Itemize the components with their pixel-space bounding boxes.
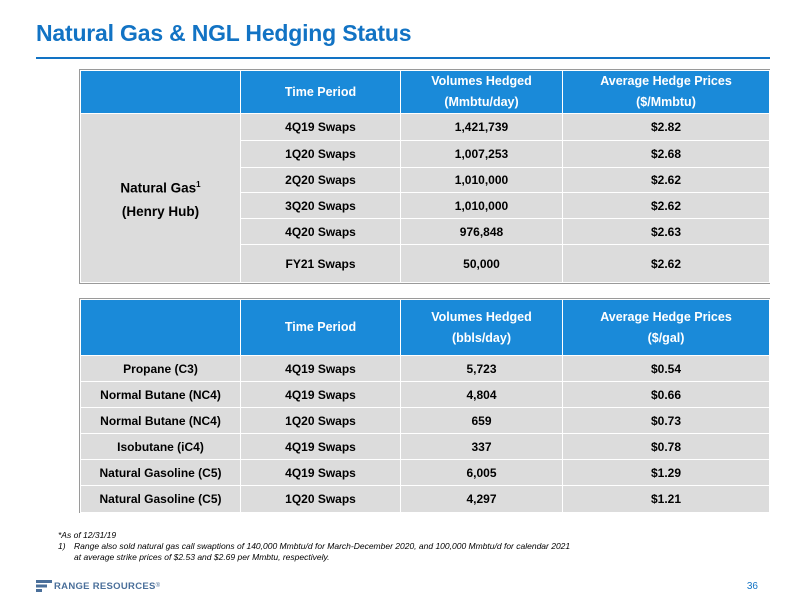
table-row: Natural Gas1 (Henry Hub) 4Q19 Swaps 1,42… xyxy=(80,113,770,283)
cell-price: $1.21 xyxy=(562,485,770,513)
cell-period: 2Q20 Swaps xyxy=(240,167,401,193)
cell-volume: 50,000 xyxy=(400,244,563,283)
header-volumes-hedged: Volumes Hedged (Mmbtu/day) xyxy=(400,70,563,114)
cell-volume: 4,297 xyxy=(400,485,563,513)
page-number: 36 xyxy=(746,581,758,592)
cell-volume: 5,723 xyxy=(400,355,563,382)
cell-product: Normal Butane (NC4) xyxy=(80,381,241,408)
cell-price: $2.62 xyxy=(562,192,770,219)
cell-price: $0.54 xyxy=(562,355,770,382)
header-volumes-line1: Volumes Hedged xyxy=(431,74,532,88)
table-row: FY21 Swaps 50,000 $2.62 xyxy=(81,244,770,283)
ngl-hedge-table: Time Period Volumes Hedged (bbls/day) Av… xyxy=(80,299,770,513)
table-header-row: Time Period Volumes Hedged (Mmbtu/day) A… xyxy=(80,70,770,114)
page-title: Natural Gas & NGL Hedging Status xyxy=(36,20,412,46)
table-row: 3Q20 Swaps 1,010,000 $2.62 xyxy=(81,192,770,219)
header-blank xyxy=(80,70,241,114)
cell-price: $0.78 xyxy=(562,433,770,460)
table-row: Normal Butane (NC4) 4Q19 Swaps 4,804 $0.… xyxy=(80,381,770,408)
cell-product: Natural Gasoline (C5) xyxy=(80,459,241,486)
table-row: 2Q20 Swaps 1,010,000 $2.62 xyxy=(81,167,770,193)
table-row: Natural Gasoline (C5) 1Q20 Swaps 4,297 $… xyxy=(80,485,770,513)
cell-volume: 6,005 xyxy=(400,459,563,486)
cell-volume: 1,010,000 xyxy=(400,192,563,219)
cell-price: $2.62 xyxy=(562,244,770,283)
cell-product: Natural Gasoline (C5) xyxy=(80,485,241,513)
cell-price: $2.82 xyxy=(562,113,770,141)
group-label-line1: Natural Gas1 xyxy=(120,180,201,196)
footnote-1-number: 1) xyxy=(58,541,66,551)
cell-volume: 1,010,000 xyxy=(400,167,563,193)
table-row: Isobutane (iC4) 4Q19 Swaps 337 $0.78 xyxy=(80,433,770,460)
header-average-prices: Average Hedge Prices ($/gal) xyxy=(562,299,770,356)
header-blank xyxy=(80,299,241,356)
cell-volume: 976,848 xyxy=(400,218,563,245)
footnote-1-text: Range also sold natural gas call swaptio… xyxy=(74,541,571,562)
header-prices-line2: ($/gal) xyxy=(647,330,685,345)
ngl-table-frame xyxy=(79,298,770,513)
cell-product: Isobutane (iC4) xyxy=(80,433,241,460)
cell-volume: 1,421,739 xyxy=(400,113,563,141)
header-prices-line1: Average Hedge Prices xyxy=(600,74,732,88)
cell-price: $2.63 xyxy=(562,218,770,245)
cell-price: $0.73 xyxy=(562,407,770,434)
header-volumes-hedged: Volumes Hedged (bbls/day) xyxy=(400,299,563,356)
cell-price: $0.66 xyxy=(562,381,770,408)
range-logo-icon xyxy=(36,580,52,592)
header-prices-line2: ($/Mmbtu) xyxy=(636,95,696,109)
table-row: Propane (C3) 4Q19 Swaps 5,723 $0.54 xyxy=(80,355,770,382)
range-resources-logo: RANGE RESOURCES ® xyxy=(36,580,160,592)
cell-volume: 337 xyxy=(400,433,563,460)
cell-period: 4Q19 Swaps xyxy=(240,433,401,460)
header-volumes-line1: Volumes Hedged xyxy=(431,309,532,324)
cell-period: 4Q19 Swaps xyxy=(240,113,401,141)
cell-period: 4Q19 Swaps xyxy=(240,355,401,382)
gas-table-frame xyxy=(79,69,770,284)
header-time-period: Time Period xyxy=(240,299,401,356)
cell-volume: 659 xyxy=(400,407,563,434)
table-header-row: Time Period Volumes Hedged (bbls/day) Av… xyxy=(80,299,770,356)
header-prices-line1: Average Hedge Prices xyxy=(600,309,732,324)
logo-registered-mark: ® xyxy=(155,583,161,589)
logo-text: RANGE RESOURCES xyxy=(54,580,156,592)
cell-volume: 4,804 xyxy=(400,381,563,408)
cell-product: Propane (C3) xyxy=(80,355,241,382)
cell-price: $1.29 xyxy=(562,459,770,486)
natural-gas-hedge-table: Time Period Volumes Hedged (Mmbtu/day) A… xyxy=(80,70,770,283)
cell-price: $2.68 xyxy=(562,140,770,168)
cell-product: Normal Butane (NC4) xyxy=(80,407,241,434)
cell-period: 4Q20 Swaps xyxy=(240,218,401,245)
cell-price: $2.62 xyxy=(562,167,770,193)
cell-period: 4Q19 Swaps xyxy=(240,459,401,486)
cell-period: 1Q20 Swaps xyxy=(240,485,401,513)
cell-period: 1Q20 Swaps xyxy=(240,407,401,434)
cell-period: 3Q20 Swaps xyxy=(240,192,401,219)
header-volumes-line2: (Mmbtu/day) xyxy=(444,95,519,109)
header-volumes-line2: (bbls/day) xyxy=(451,330,512,345)
cell-volume: 1,007,253 xyxy=(400,140,563,168)
table-row: Normal Butane (NC4) 1Q20 Swaps 659 $0.73 xyxy=(80,407,770,434)
header-average-prices: Average Hedge Prices ($/Mmbtu) xyxy=(562,70,770,114)
natural-gas-group-label: Natural Gas1 (Henry Hub) xyxy=(80,113,241,283)
footnote-as-of: *As of 12/31/19 xyxy=(58,530,117,540)
title-divider xyxy=(36,57,770,59)
table-row: 4Q20 Swaps 976,848 $2.63 xyxy=(81,218,770,245)
header-time-period: Time Period xyxy=(240,70,401,114)
table-row: Natural Gasoline (C5) 4Q19 Swaps 6,005 $… xyxy=(80,459,770,486)
group-label-line2: (Henry Hub) xyxy=(121,203,200,219)
cell-period: 1Q20 Swaps xyxy=(240,140,401,168)
cell-period: 4Q19 Swaps xyxy=(240,381,401,408)
cell-period: FY21 Swaps xyxy=(240,244,401,283)
